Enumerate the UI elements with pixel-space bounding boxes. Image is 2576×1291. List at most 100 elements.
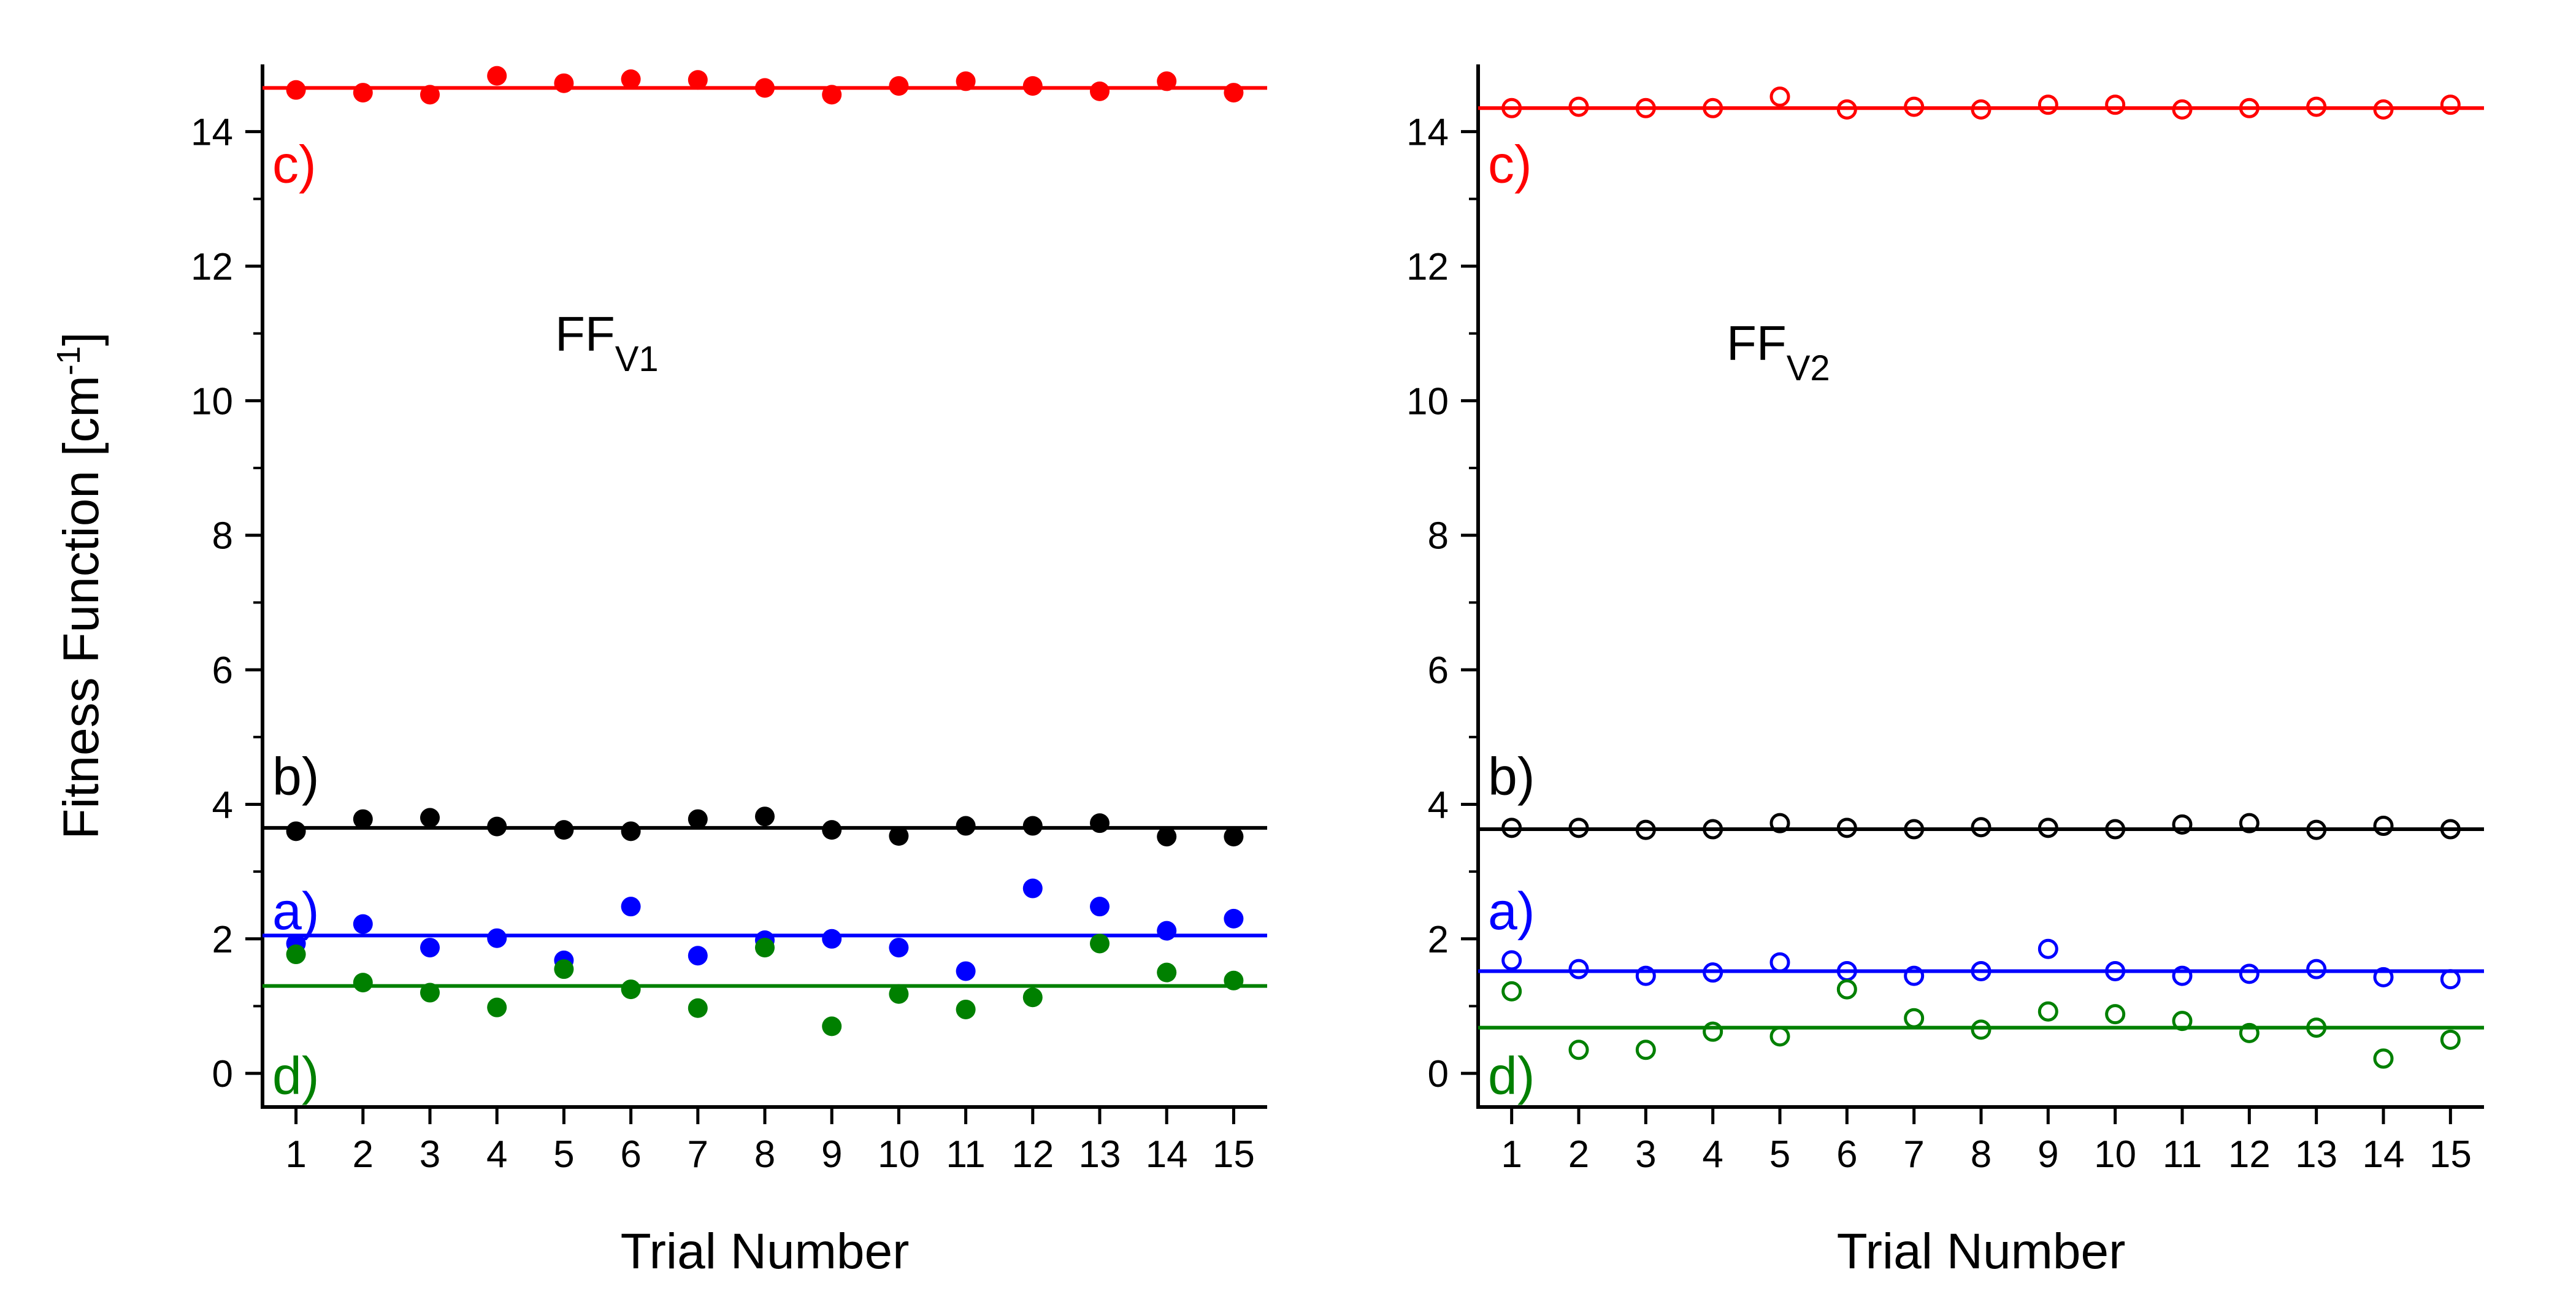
data-point: [688, 809, 708, 829]
y-tick-label: 2: [1428, 919, 1449, 961]
data-point: [1635, 965, 1656, 986]
data-point: [2306, 96, 2327, 117]
x-tick-label: 12: [2228, 1133, 2271, 1176]
data-point: [1022, 878, 1043, 898]
data-point: [420, 808, 440, 828]
data-point: [889, 938, 909, 958]
data-point: [2440, 94, 2461, 115]
data-point: [1769, 1026, 1790, 1047]
data-point: [2373, 816, 2394, 837]
data-point: [1090, 813, 1110, 833]
y-tick-label: 12: [1406, 246, 1449, 288]
series-label: c): [272, 136, 316, 194]
data-point: [1904, 1008, 1925, 1029]
x-tick-label: 4: [486, 1133, 507, 1176]
x-tick-label: 11: [946, 1133, 985, 1176]
data-point: [822, 85, 842, 105]
y-tick-label: 12: [191, 246, 233, 288]
data-point: [1157, 71, 1177, 91]
y-axis-title: Fitness Function [cm-1]: [50, 332, 109, 839]
data-point: [1224, 827, 1244, 847]
series-label: d): [272, 1047, 319, 1106]
data-point: [1568, 959, 1589, 979]
data-point: [2172, 965, 2193, 986]
data-point: [956, 961, 976, 981]
x-axis-title: Trial Number: [621, 1224, 910, 1279]
data-point: [1090, 81, 1110, 101]
data-point: [1635, 819, 1656, 840]
data-point: [487, 816, 507, 837]
data-point: [1904, 965, 1925, 986]
data-point: [1703, 1021, 1723, 1042]
x-tick-label: 11: [2163, 1133, 2202, 1176]
data-point: [554, 959, 574, 979]
x-tick-label: 3: [1635, 1133, 1656, 1176]
y-tick-label: 4: [212, 784, 233, 826]
data-point: [2037, 938, 2058, 959]
x-tick-label: 15: [1213, 1133, 1255, 1176]
data-point: [1090, 897, 1110, 917]
x-axis-title: Trial Number: [1837, 1224, 2126, 1279]
data-point: [1568, 1040, 1589, 1060]
data-point: [2373, 967, 2394, 987]
data-point: [1971, 99, 1991, 120]
series-label: b): [1488, 748, 1535, 806]
x-tick-label: 10: [878, 1133, 920, 1176]
data-point: [487, 66, 507, 86]
panel-title-main: FF: [555, 307, 615, 361]
x-tick-label: 2: [1568, 1133, 1589, 1176]
x-tick-label: 15: [2429, 1133, 2472, 1176]
data-point: [2172, 1011, 2193, 1032]
x-tick-label: 9: [821, 1133, 842, 1176]
data-point: [1022, 76, 1043, 96]
data-point: [554, 820, 574, 840]
data-point: [755, 806, 775, 827]
series-label: c): [1488, 136, 1532, 194]
x-tick-label: 5: [553, 1133, 574, 1176]
data-point: [1501, 950, 1522, 971]
data-point: [2440, 819, 2461, 840]
data-point: [2306, 1017, 2327, 1038]
x-tick-label: 7: [1903, 1133, 1924, 1176]
data-point: [1836, 99, 1857, 120]
x-tick-label: 5: [1769, 1133, 1790, 1176]
data-point: [2440, 969, 2461, 990]
data-point: [1703, 819, 1723, 840]
data-point: [1568, 96, 1589, 117]
x-tick-label: 4: [1702, 1133, 1723, 1176]
y-tick-label: 0: [212, 1053, 233, 1095]
y-tick-label: 6: [212, 649, 233, 692]
x-tick-label: 14: [1146, 1133, 1188, 1176]
panel-title: FFV1: [555, 307, 659, 379]
data-point: [1224, 908, 1244, 929]
panel-title: FFV2: [1727, 316, 1830, 388]
y-tick-label: 10: [1406, 380, 1449, 423]
data-point: [1769, 86, 1790, 107]
y-axis-title-main: Fitness Function [cm: [53, 375, 109, 839]
data-point: [1501, 981, 1522, 1002]
data-point: [1090, 933, 1110, 954]
x-tick-label: 3: [420, 1133, 440, 1176]
data-point: [688, 70, 708, 90]
data-point: [1568, 818, 1589, 838]
data-point: [956, 71, 976, 91]
y-tick-label: 6: [1428, 649, 1449, 692]
x-tick-label: 8: [754, 1133, 775, 1176]
x-tick-label: 12: [1011, 1133, 1054, 1176]
series-label: a): [1488, 882, 1535, 941]
data-point: [1635, 98, 1656, 118]
data-point: [1501, 98, 1522, 118]
panel-title-subscript: V2: [1787, 348, 1830, 388]
data-point: [2239, 813, 2260, 833]
data-point: [822, 820, 842, 840]
data-point: [621, 979, 641, 1000]
data-point: [1224, 970, 1244, 990]
data-point: [1904, 96, 1925, 117]
data-point: [2373, 1048, 2394, 1069]
data-point: [956, 999, 976, 1019]
x-tick-label: 7: [688, 1133, 708, 1176]
data-point: [1224, 83, 1244, 103]
